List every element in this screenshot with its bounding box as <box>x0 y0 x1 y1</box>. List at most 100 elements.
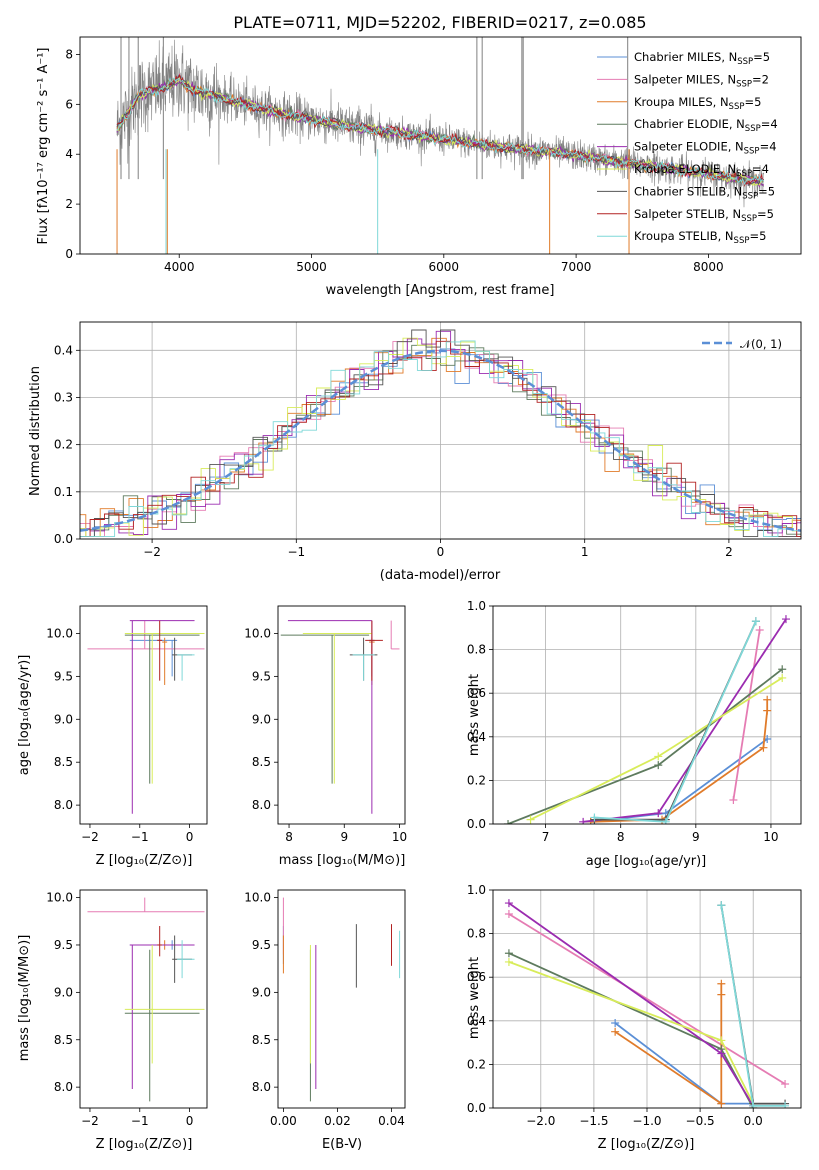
weight-age-line-chabrier-stelib <box>594 620 757 821</box>
spectrum-model-line-kroupa-stelib <box>116 77 765 186</box>
weight-age-ytick-label: 0.2 <box>467 773 486 787</box>
legend-label-text: Salpeter MILES, N <box>634 72 736 86</box>
weight-age-marker <box>654 761 663 770</box>
mass-ebv-axes: 0.00 0.02 0.04 8.0 8.5 9.0 9.5 10.0 <box>244 891 405 1128</box>
legend-label: Kroupa MILES, NSSP=5 <box>634 95 761 112</box>
residual-xtick-label: −1 <box>287 545 305 559</box>
mass-z-ytick-label: 8.5 <box>54 1033 73 1047</box>
weight-age-line-salpeter-miles <box>732 629 761 801</box>
weight-age-xlabel: age [log₁₀(age/yr)] <box>586 854 707 869</box>
weight-age-ylabel: mass weight <box>467 674 482 756</box>
mass-ebv-ytick-label: 9.0 <box>252 985 271 999</box>
weight-z-ytick-label: 0.2 <box>467 1057 486 1071</box>
weight-age-xtick-label: 10 <box>763 830 778 844</box>
residual-hist-salpeter-miles <box>80 341 801 538</box>
weight-age-marker <box>755 625 764 634</box>
legend-label-text: Salpeter STELIB, N <box>634 207 741 221</box>
age-z-frame <box>79 605 208 825</box>
residual-hist-salpeter-stelib <box>80 340 801 538</box>
age-z-plot-area <box>87 620 205 814</box>
weight-z-marker <box>749 1101 758 1108</box>
residual-ytick-label: 0.3 <box>54 390 73 404</box>
residual-legend-label: 𝒩(0, 1) <box>740 337 782 351</box>
legend-label-sub: SSP <box>736 79 752 89</box>
legend-label: Chabrier ELODIE, NSSP=4 <box>634 117 778 134</box>
legend-label-text: Chabrier STELIB, N <box>634 184 742 198</box>
age-mass-axes: 8 9 10 8.0 8.5 9.0 9.5 10.0 <box>244 626 407 844</box>
spectrum-data-line <box>116 39 764 208</box>
mass-ebv-frame <box>277 889 406 1109</box>
weight-age-marker <box>654 809 663 818</box>
mass-ebv-plot-area <box>282 897 401 1102</box>
age-z-ytick-label: 9.0 <box>54 712 73 726</box>
age-mass-ytick-label: 9.0 <box>252 712 271 726</box>
legend-label-tail: =2 <box>752 72 769 86</box>
weight-age-ytick-label: 1.0 <box>467 599 486 613</box>
mass-z-ytick-label: 9.0 <box>54 985 73 999</box>
spectrum-xlabel: wavelength [Angstrom, rest frame] <box>326 283 555 298</box>
weight-z-xtick-label: −1.5 <box>579 1114 608 1128</box>
weight-age-ytick-label: 0.6 <box>467 686 486 700</box>
legend-label-tail: =4 <box>752 162 769 176</box>
weight-z-ytick-label: 1.0 <box>467 883 486 897</box>
age-mass-xtick-label: 8 <box>285 830 293 844</box>
weight-z-line-salpeter-miles <box>508 913 786 1085</box>
weight-age-ytick-label: 0.8 <box>467 643 486 657</box>
mass-z-ylabel: mass [log₁₀(M/M⊙)] <box>17 935 32 1062</box>
residual-ylabel: Normed distribution <box>28 366 43 496</box>
weight-age-frame <box>492 605 802 825</box>
spectrum-frame <box>79 36 802 255</box>
residual-xtick-label: 1 <box>581 545 589 559</box>
residual-ytick-label: 0.0 <box>54 532 73 546</box>
legend-label-tail: =4 <box>761 117 778 131</box>
residual-legend: 𝒩(0, 1) <box>702 337 782 351</box>
age-mass-ytick-label: 8.5 <box>252 755 271 769</box>
weight-z-xlabel: Z [log₁₀(Z/Z⊙)] <box>598 1137 695 1152</box>
weight-z-ylabel: mass weight <box>467 957 482 1039</box>
spectrum-ylabel: Flux [fλ10⁻¹⁷ erg cm⁻² s⁻¹ A⁻¹] <box>36 48 51 245</box>
weight-z-marker <box>717 1099 726 1108</box>
residual-normal-curve <box>80 349 801 532</box>
weight-age-marker <box>763 706 772 715</box>
age-z-ytick-label: 10.0 <box>46 626 73 640</box>
legend-label-sub: SSP <box>741 214 757 224</box>
weight-z-xtick-label: −0.5 <box>686 1114 715 1128</box>
weight-z-marker <box>717 901 726 910</box>
weight-age-marker <box>778 673 787 682</box>
spectrum-xtick-label: 6000 <box>429 260 460 274</box>
weight-z-marker <box>504 957 513 966</box>
legend-label: Salpeter ELODIE, NSSP=4 <box>634 140 777 157</box>
weight-z-ytick-label: 0.0 <box>467 1101 486 1115</box>
spectrum-model-line-salpeter-elodie <box>116 79 765 188</box>
weight-z-marker <box>781 1080 790 1089</box>
weight-age-marker <box>751 617 760 626</box>
age-mass-ytick-label: 8.0 <box>252 798 271 812</box>
residual-ytick-label: 0.2 <box>54 438 73 452</box>
residual-xlabel: (data-model)/error <box>380 568 501 583</box>
legend-label-sub: SSP <box>742 191 758 201</box>
spectrum-ytick-label: 0 <box>65 247 73 261</box>
spectrum-plot-area <box>116 37 765 254</box>
residual-ytick-label: 0.4 <box>54 343 73 357</box>
legend-label-sub: SSP <box>736 169 752 179</box>
weight-z-ytick-label: 0.8 <box>467 927 486 941</box>
residual-axes: −2 −1 0 1 2 0.0 0.1 0.2 0.3 0.4 <box>54 322 801 559</box>
mass-z-ytick-label: 9.5 <box>54 938 73 952</box>
spectrum-model-line-salpeter-stelib <box>116 73 764 188</box>
mass-ebv-ytick-label: 10.0 <box>244 891 271 905</box>
weight-age-marker <box>781 615 790 624</box>
weight-z-ytick-label: 0.4 <box>467 1014 486 1028</box>
weight-age-marker <box>759 743 768 752</box>
legend-label-text: Salpeter ELODIE, N <box>634 140 744 154</box>
mass-ebv-ytick-label: 8.5 <box>252 1033 271 1047</box>
weight-age-plot-area <box>504 615 790 824</box>
age-z-ytick-label: 8.0 <box>54 798 73 812</box>
mass-z-ytick-label: 10.0 <box>46 891 73 905</box>
mass-z-axes: −2 −1 0 8.0 8.5 9.0 9.5 10.0 <box>46 891 193 1128</box>
weight-z-plot-area <box>504 899 790 1108</box>
weight-z-marker <box>611 1027 620 1036</box>
weight-age-marker <box>778 665 787 674</box>
weight-z-xtick-label: −2.0 <box>526 1114 555 1128</box>
residual-plot-area <box>80 329 801 538</box>
